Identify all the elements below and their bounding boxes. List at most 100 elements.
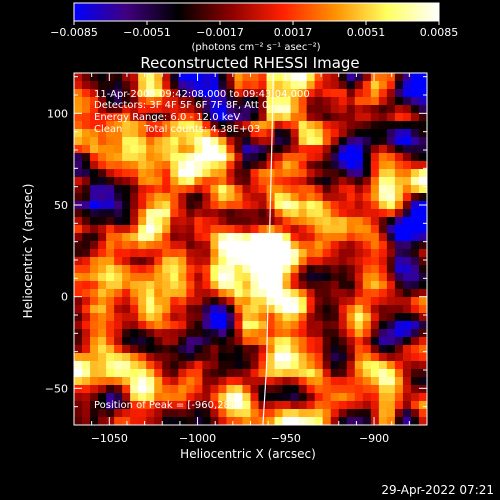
heatmap-cell: [282, 81, 292, 90]
heatmap-cell: [418, 137, 427, 146]
heatmap-cell: [338, 337, 348, 346]
heatmap-cell: [386, 393, 396, 402]
heatmap-cell: [218, 321, 228, 330]
heatmap-cell: [218, 177, 228, 186]
heatmap-cell: [186, 345, 195, 354]
heatmap-cell: [82, 233, 91, 242]
heatmap-cell: [146, 281, 155, 290]
heatmap-cell: [82, 113, 91, 122]
heatmap-cell: [146, 297, 155, 306]
heatmap-cell: [298, 353, 308, 362]
heatmap-cell: [74, 305, 83, 314]
heatmap-cell: [130, 257, 139, 266]
heatmap-cell: [90, 145, 99, 154]
heatmap-cell: [410, 129, 420, 138]
heatmap-cell: [162, 177, 171, 186]
heatmap-cell: [250, 377, 260, 386]
heatmap-cell: [314, 361, 324, 370]
heatmap-cell: [242, 393, 252, 402]
heatmap-cell: [114, 273, 123, 282]
heatmap-cell: [98, 409, 107, 418]
heatmap-cell: [250, 321, 260, 330]
heatmap-cell: [306, 329, 316, 338]
heatmap-cell: [226, 225, 236, 234]
heatmap-cell: [178, 377, 187, 386]
heatmap-cell: [410, 105, 420, 114]
heatmap-cell: [402, 393, 412, 402]
heatmap-cell: [226, 385, 236, 394]
heatmap-cell: [138, 225, 147, 234]
heatmap-cell: [218, 153, 228, 162]
heatmap-cell: [250, 97, 260, 106]
heatmap-cell: [410, 329, 420, 338]
heatmap-cell: [242, 385, 252, 394]
heatmap-cell: [122, 337, 131, 346]
heatmap-cell: [370, 337, 380, 346]
heatmap-cell: [194, 281, 203, 290]
heatmap-cell: [226, 185, 236, 194]
heatmap-cell: [314, 89, 324, 98]
heatmap-cell: [194, 377, 203, 386]
heatmap-cell: [322, 321, 332, 330]
heatmap-cell: [346, 409, 356, 418]
heatmap-cell: [146, 369, 155, 378]
heatmap-cell: [218, 345, 228, 354]
heatmap-cell: [114, 169, 123, 178]
heatmap-cell: [74, 193, 83, 202]
heatmap-cell: [250, 417, 260, 425]
heatmap-cell: [202, 249, 211, 258]
heatmap-cell: [258, 289, 268, 298]
heatmap-cell: [338, 209, 348, 218]
heatmap-cell: [338, 313, 348, 322]
heatmap-cell: [98, 313, 107, 322]
heatmap-cell: [186, 313, 195, 322]
heatmap-cell: [154, 281, 163, 290]
heatmap-cell: [274, 353, 284, 362]
heatmap-cell: [298, 369, 308, 378]
heatmap-cell: [330, 329, 340, 338]
heatmap-cell: [338, 297, 348, 306]
heatmap-cell: [202, 201, 211, 210]
heatmap-cell: [394, 393, 404, 402]
heatmap-cell: [338, 145, 348, 154]
heatmap-cell: [210, 121, 220, 130]
heatmap-cell: [258, 161, 268, 170]
heatmap-cell: [386, 233, 396, 242]
heatmap-cell: [138, 241, 147, 250]
heatmap-cell: [130, 129, 139, 138]
heatmap-cell: [154, 289, 163, 298]
heatmap-cell: [266, 289, 276, 298]
heatmap-cell: [362, 185, 372, 194]
heatmap-cell: [90, 161, 99, 170]
heatmap-cell: [378, 241, 388, 250]
heatmap-cell: [218, 273, 228, 282]
heatmap-cell: [370, 417, 380, 425]
heatmap-cell: [146, 377, 155, 386]
heatmap-cell: [362, 369, 372, 378]
heatmap-cell: [202, 233, 211, 242]
heatmap-cell: [418, 185, 427, 194]
heatmap-cell: [378, 169, 388, 178]
heatmap-cell: [362, 161, 372, 170]
heatmap-cell: [274, 73, 284, 82]
heatmap-cell: [258, 177, 268, 186]
heatmap-cell: [234, 297, 244, 306]
heatmap-cell: [138, 313, 147, 322]
heatmap-cell: [234, 81, 244, 90]
heatmap-cell: [306, 265, 316, 274]
heatmap-cell: [218, 289, 228, 298]
heatmap-cell: [138, 401, 147, 410]
heatmap-cell: [130, 201, 139, 210]
heatmap-cell: [274, 337, 284, 346]
heatmap-cell: [250, 113, 260, 122]
heatmap-cell: [130, 177, 139, 186]
heatmap-cell: [362, 241, 372, 250]
heatmap-cell: [242, 321, 252, 330]
heatmap-cell: [330, 313, 340, 322]
heatmap-cell: [298, 81, 308, 90]
heatmap-cell: [170, 337, 179, 346]
heatmap-cell: [130, 369, 139, 378]
heatmap-cell: [298, 73, 308, 82]
heatmap-cell: [418, 337, 427, 346]
heatmap-cell: [130, 401, 139, 410]
